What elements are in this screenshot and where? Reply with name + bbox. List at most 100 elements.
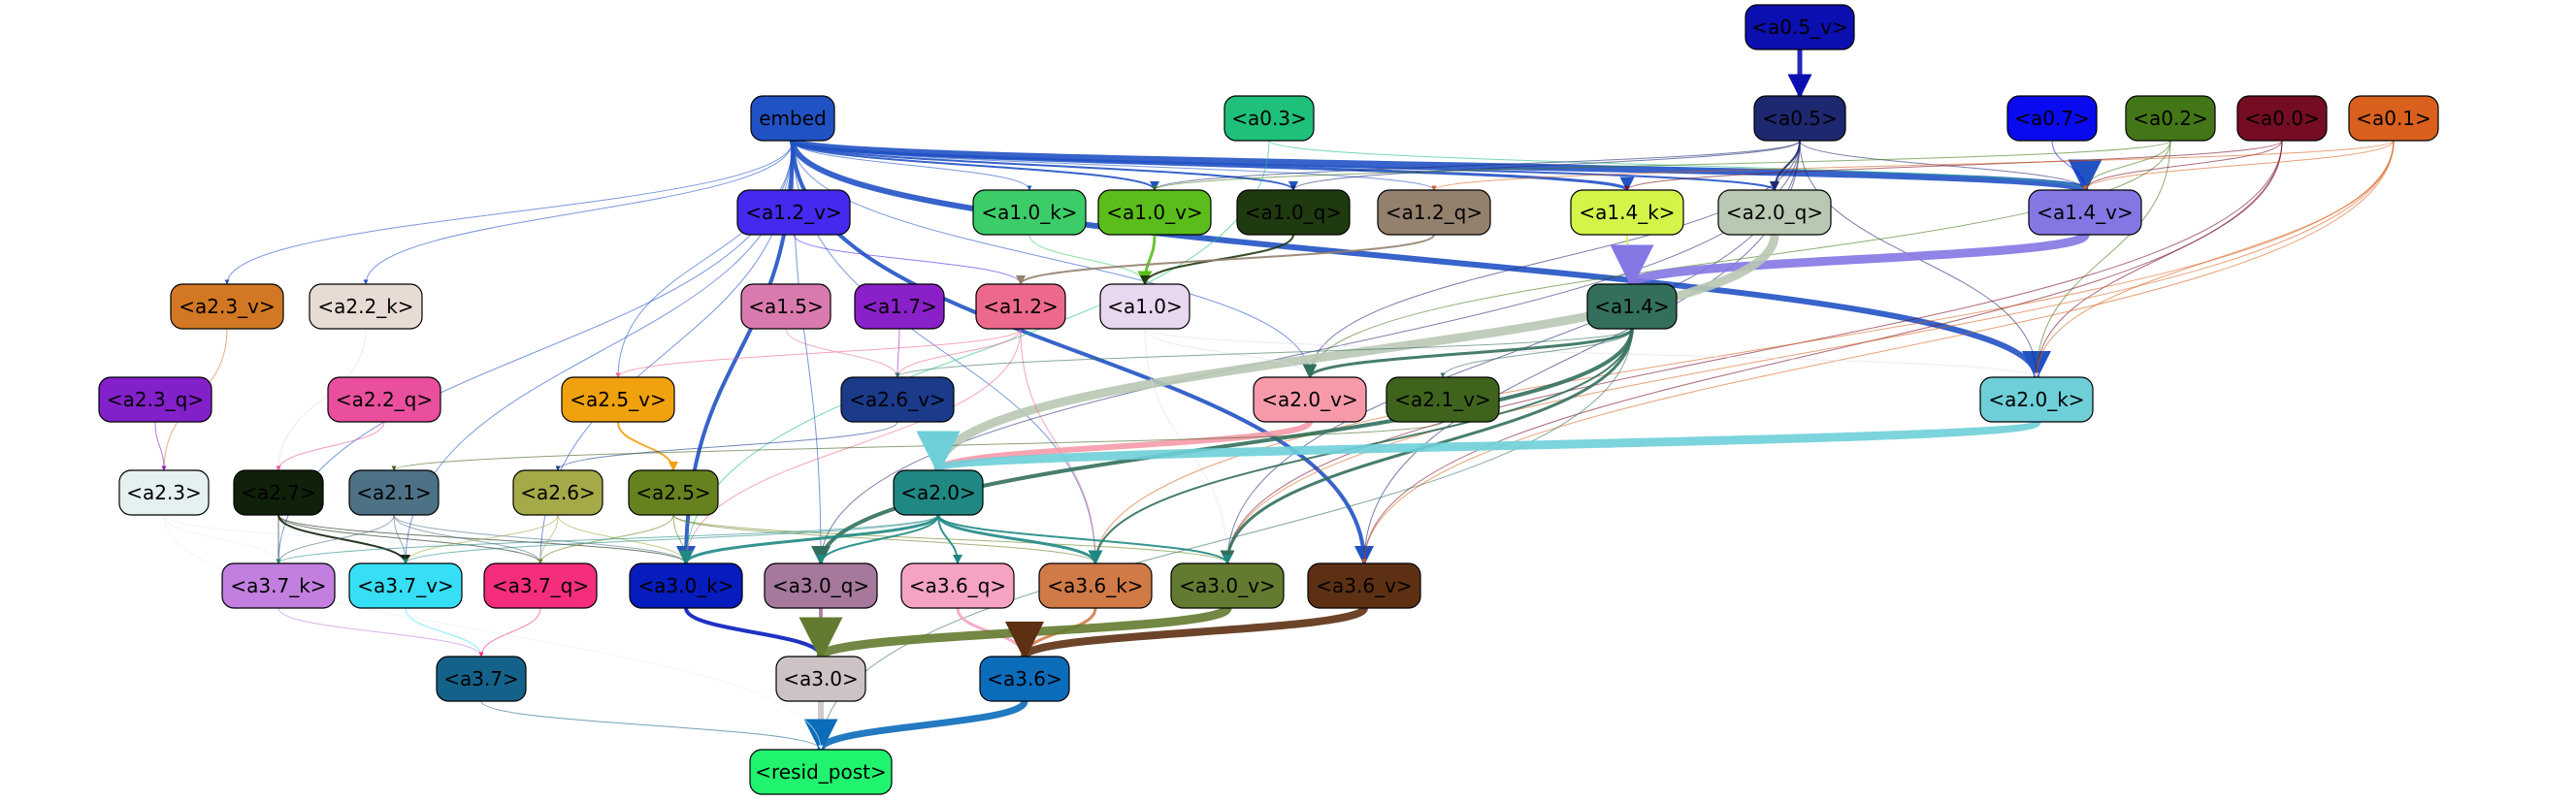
node-label: <a2.6> [520,481,596,504]
edge-embed-to-a2-0-k [790,140,2051,380]
edge-a2-2-q-to-a2-7 [276,421,385,471]
node-a1-2[interactable]: <a1.2> [975,283,1066,330]
edge-a2-2-k-to-a2-7 [276,328,367,471]
node-a2-2-k[interactable]: <a2.2_k> [309,283,423,330]
edge-a2-0-q-to-a2-0 [916,234,1779,475]
node-a2-6-v[interactable]: <a2.6_v> [840,376,955,423]
edge-a0-0-to-a2-0-k [2034,140,2283,378]
node-a3-7[interactable]: <a3.7> [436,656,527,702]
node-a3-7-v[interactable]: <a3.7_v> [348,562,463,609]
node-a1-2-q[interactable]: <a1.2_q> [1377,189,1491,236]
node-a2-2-q[interactable]: <a2.2_q> [327,376,441,423]
edge-a2-0-k-to-a2-0 [918,417,2041,475]
node-a2-0[interactable]: <a2.0> [893,469,984,516]
edge-a2-6-to-a3-7-v [403,514,559,564]
edge-a1-0-to-a3-0-v [1144,328,1230,564]
node-a2-3-q[interactable]: <a2.3_q> [98,376,212,423]
node-a0-7[interactable]: <a0.7> [2006,95,2098,142]
node-a2-0-v[interactable]: <a2.0_v> [1253,376,1367,423]
node-a2-6[interactable]: <a2.6> [512,469,603,516]
node-a0-2[interactable]: <a0.2> [2125,95,2216,142]
node-a2-1[interactable]: <a2.1> [348,469,440,516]
edge-a2-0-to-a3-0-k [678,514,940,565]
node-label: <a2.6_v> [849,388,945,411]
node-a2-5[interactable]: <a2.5> [628,469,719,516]
node-a3-6-k[interactable]: <a3.6_k> [1038,562,1153,609]
node-a2-3-v[interactable]: <a2.3_v> [170,283,284,330]
edge-a2-3-to-a3-7-k [163,514,281,564]
node-a3-0-k[interactable]: <a3.0_k> [629,562,743,609]
node-a2-1-v[interactable]: <a2.1_v> [1386,376,1500,423]
edge-a2-6-v-to-a2-6 [555,421,898,471]
node-box [2006,95,2098,142]
edge-a3-6-to-resid-post [803,699,1028,754]
node-label: <a3.6_v> [1316,574,1412,597]
node-a3-6-v[interactable]: <a3.6_v> [1307,562,1421,609]
node-a1-7[interactable]: <a1.7> [854,283,945,330]
edge-embed-to-a1-0-v [792,140,1159,191]
edge-a0-2-to-a1-0-v [1152,140,2171,191]
edge-a0-1-to-a1-4-v [2082,140,2395,191]
edge-a1-0-to-a2-0-k [1144,328,2039,378]
edge-a2-7-to-a3-7-q [277,514,543,564]
node-box [1307,562,1421,609]
node-label: <a3.0_q> [772,574,869,597]
node-resid-post[interactable]: <resid_post> [749,749,893,795]
node-a0-5[interactable]: <a0.5> [1753,95,1846,142]
node-label: <a2.0> [900,481,976,504]
node-a3-6[interactable]: <a3.6> [979,656,1070,702]
node-box [233,469,324,516]
node-box [348,562,463,609]
node-a2-0-k[interactable]: <a2.0_k> [1979,376,2094,423]
edge-a1-4-k-to-a1-4 [1626,234,1637,285]
node-label: <resid_post> [755,760,886,784]
edge-a0-0-to-a1-4-v [2082,140,2283,191]
node-a0-0[interactable]: <a0.0> [2236,95,2328,142]
node-label: <a3.7_k> [230,574,326,597]
node-a0-1[interactable]: <a0.1> [2348,95,2439,142]
node-a1-0-k[interactable]: <a1.0_k> [972,189,1087,236]
node-label: <a0.7> [2014,107,2090,130]
node-a3-0-q[interactable]: <a3.0_q> [764,562,878,609]
node-label: <a1.4> [1594,295,1670,318]
edge-a3-7-v-to-a3-7 [405,607,484,658]
node-label: <a2.3_q> [107,388,204,411]
node-label: <a0.5> [1762,107,1838,130]
node-a3-7-q[interactable]: <a3.7_q> [483,562,598,609]
node-label: <a1.0_v> [1106,201,1202,224]
node-a1-0[interactable]: <a1.0> [1099,283,1190,330]
node-label: <a1.2_q> [1386,201,1483,224]
node-a3-0-v[interactable]: <a3.0_v> [1170,562,1285,609]
node-a1-4-v[interactable]: <a1.4_v> [2028,189,2142,236]
node-a1-5[interactable]: <a1.5> [740,283,831,330]
node-box [1717,189,1832,236]
node-label: <a3.6_k> [1047,574,1143,597]
node-a1-0-v[interactable]: <a1.0_v> [1097,189,1212,236]
node-a1-4[interactable]: <a1.4> [1586,283,1678,330]
node-a1-0-q[interactable]: <a1.0_q> [1236,189,1351,236]
edge-a2-7-to-a3-7-v [277,514,410,564]
node-a0-3[interactable]: <a0.3> [1223,95,1315,142]
edge-a1-4-to-a3-0-q [811,328,1634,565]
node-box [1097,189,1212,236]
node-a3-7-k[interactable]: <a3.7_k> [221,562,336,609]
node-box [1170,562,1285,609]
node-a2-7[interactable]: <a2.7> [233,469,324,516]
node-label: <a0.2> [2133,107,2208,130]
node-a1-2-v[interactable]: <a1.2_v> [736,189,851,236]
node-box [900,562,1015,609]
node-embed[interactable]: embed [750,95,835,142]
edge-a1-2-to-a2-5-v [615,328,1022,378]
node-a0-5-v[interactable]: <a0.5_v> [1745,4,1855,50]
node-a2-5-v[interactable]: <a2.5_v> [561,376,675,423]
node-box [221,562,336,609]
node-a3-6-q[interactable]: <a3.6_q> [900,562,1015,609]
node-label: <a0.0> [2244,107,2320,130]
node-label: <a3.7_v> [357,574,453,597]
node-a3-0[interactable]: <a3.0> [775,656,866,702]
node-a1-4-k[interactable]: <a1.4_k> [1570,189,1684,236]
node-a2-3[interactable]: <a2.3> [118,469,210,516]
node-a2-0-q[interactable]: <a2.0_q> [1717,189,1832,236]
edge-a0-0-to-a3-6-v [1361,140,2283,564]
node-box [736,189,851,236]
